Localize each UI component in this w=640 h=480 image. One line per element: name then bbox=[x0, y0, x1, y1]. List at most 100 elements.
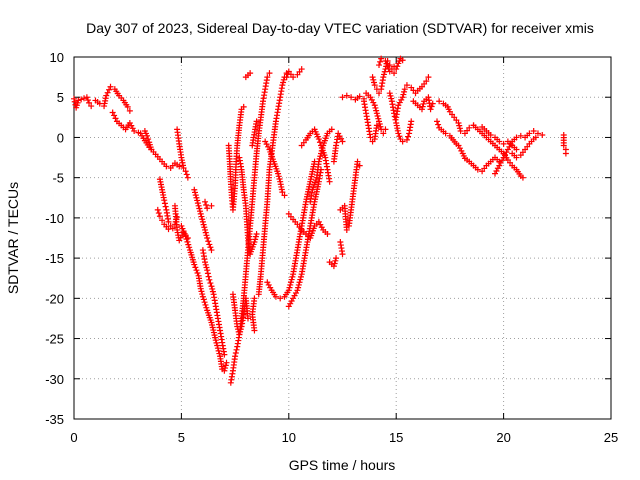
data-point bbox=[316, 155, 323, 162]
data-point bbox=[200, 296, 207, 303]
data-point bbox=[296, 279, 303, 286]
y-tick-label: 10 bbox=[50, 50, 64, 65]
data-point bbox=[356, 162, 363, 169]
data-point bbox=[253, 118, 260, 125]
x-tick-label: 10 bbox=[282, 430, 296, 445]
y-tick-label: -20 bbox=[45, 291, 64, 306]
data-point bbox=[204, 270, 211, 277]
data-point bbox=[208, 283, 215, 290]
data-point bbox=[388, 95, 395, 102]
data-point bbox=[318, 150, 325, 157]
y-axis-label: SDTVAR / TECUs bbox=[5, 182, 21, 294]
data-point bbox=[204, 267, 211, 274]
data-point bbox=[214, 345, 221, 352]
data-point bbox=[244, 315, 251, 322]
data-point bbox=[297, 273, 304, 280]
data-point bbox=[378, 55, 385, 62]
data-point bbox=[222, 365, 229, 372]
data-point bbox=[183, 171, 190, 178]
data-point bbox=[199, 291, 206, 298]
data-point bbox=[107, 83, 114, 90]
data-point bbox=[180, 165, 187, 172]
data-point bbox=[204, 235, 211, 241]
data-point bbox=[276, 176, 283, 183]
y-tick-label: 5 bbox=[57, 90, 64, 105]
data-point bbox=[382, 58, 389, 65]
data-point bbox=[145, 136, 152, 143]
data-point bbox=[197, 208, 204, 215]
data-point bbox=[155, 210, 162, 217]
data-point bbox=[180, 228, 187, 235]
data-point bbox=[286, 284, 293, 291]
y-tick-label: -15 bbox=[45, 251, 64, 266]
x-tick-label: 20 bbox=[496, 430, 510, 445]
data-point bbox=[242, 74, 249, 81]
data-point bbox=[253, 230, 260, 237]
data-point bbox=[339, 94, 346, 101]
data-point bbox=[192, 189, 199, 196]
data-point bbox=[436, 98, 443, 105]
data-point bbox=[403, 82, 410, 89]
data-point bbox=[192, 264, 199, 271]
data-point bbox=[285, 287, 292, 294]
data-point bbox=[343, 226, 350, 233]
data-point bbox=[193, 267, 200, 274]
data-point bbox=[215, 347, 222, 354]
y-tick-label: -30 bbox=[45, 372, 64, 387]
data-point bbox=[71, 95, 77, 102]
data-point bbox=[315, 136, 322, 143]
data-point bbox=[391, 70, 398, 77]
data-point bbox=[212, 337, 219, 344]
data-point bbox=[163, 163, 170, 170]
data-point bbox=[208, 202, 215, 209]
data-point bbox=[371, 102, 378, 109]
data-point bbox=[418, 106, 425, 113]
plot-frame bbox=[73, 56, 612, 420]
data-point bbox=[380, 130, 387, 137]
data-point bbox=[287, 281, 294, 288]
data-point bbox=[400, 91, 407, 98]
data-point bbox=[203, 264, 210, 271]
data-point bbox=[466, 124, 473, 131]
data-point bbox=[252, 233, 259, 240]
data-point bbox=[161, 200, 168, 207]
data-point bbox=[236, 331, 243, 338]
data-point bbox=[81, 95, 88, 102]
data-point bbox=[178, 222, 185, 229]
y-tick-label: -35 bbox=[45, 412, 64, 427]
data-point bbox=[333, 255, 340, 262]
data-point bbox=[457, 128, 464, 135]
data-point bbox=[339, 251, 346, 258]
data-point bbox=[294, 287, 301, 294]
data-point bbox=[283, 74, 290, 81]
data-point bbox=[192, 192, 199, 199]
data-point bbox=[203, 232, 210, 239]
data-point bbox=[88, 103, 95, 110]
data-point bbox=[530, 128, 537, 135]
data-point bbox=[214, 342, 221, 349]
data-point bbox=[513, 134, 520, 141]
data-point bbox=[442, 130, 449, 137]
data-point bbox=[202, 198, 209, 205]
data-point bbox=[279, 189, 286, 196]
data-point bbox=[202, 259, 209, 266]
data-point bbox=[193, 194, 200, 201]
data-point bbox=[112, 115, 119, 122]
data-point bbox=[532, 134, 539, 141]
data-point bbox=[384, 63, 391, 70]
data-point bbox=[194, 200, 201, 207]
data-point bbox=[428, 103, 435, 110]
data-point bbox=[281, 192, 288, 199]
data-point bbox=[71, 98, 78, 105]
x-tick-label: 5 bbox=[178, 430, 185, 445]
data-point bbox=[526, 130, 533, 137]
data-point bbox=[148, 146, 155, 153]
data-point bbox=[203, 304, 210, 311]
data-point bbox=[183, 236, 190, 243]
data-point bbox=[289, 273, 296, 280]
grid-lines bbox=[74, 57, 611, 419]
data-point bbox=[161, 197, 168, 204]
data-point bbox=[216, 350, 223, 357]
